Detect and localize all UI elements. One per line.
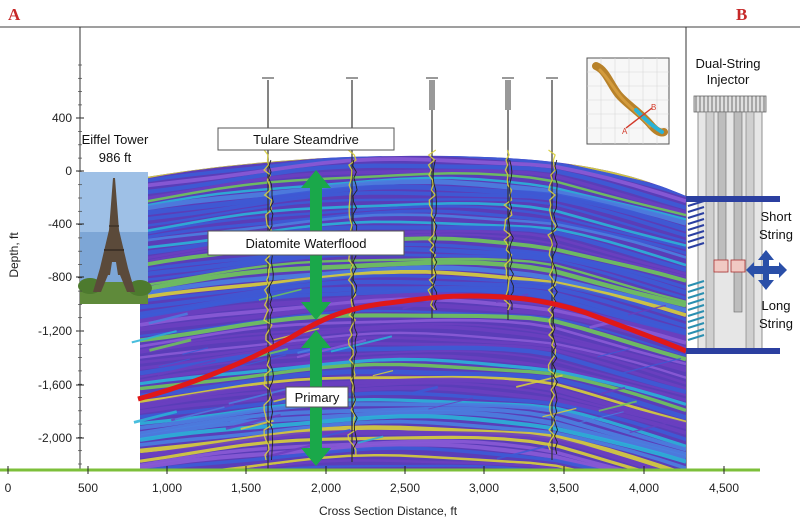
inset-a-mark: A <box>622 127 628 136</box>
x-tick-label: 2,000 <box>311 481 341 495</box>
inset-b-mark: B <box>651 103 656 112</box>
red-horizon-line <box>137 293 687 402</box>
y-tick-label: 0 <box>65 164 72 178</box>
injector-title-line2: Injector <box>707 72 750 87</box>
primary-label: Primary <box>295 390 340 405</box>
injector-lower-bar <box>686 348 780 354</box>
well-log <box>426 77 438 318</box>
tulare-label-box: Tulare Steamdrive <box>217 127 395 151</box>
y-tick-label: -1,600 <box>38 378 72 392</box>
tulare-label: Tulare Steamdrive <box>253 132 359 147</box>
geologic-layers <box>140 155 686 470</box>
long-string-line2: String <box>759 316 793 331</box>
y-axis-label: Depth, ft <box>7 232 21 278</box>
y-tick-label: -800 <box>48 270 72 284</box>
eiffel-tower-image: Eiffel Tower 986 ft <box>78 132 152 304</box>
y-axis-ticks: 400 0 -400 -800 -1,200 -1,600 -2,000 <box>38 64 84 465</box>
injector-casing-stripes <box>695 96 765 112</box>
eiffel-height: 986 ft <box>99 150 132 165</box>
x-axis-ticks: 0 500 1,000 1,500 2,000 2,500 3,000 3,500 4,000 4… <box>5 466 739 495</box>
long-string-line1: Long <box>762 298 791 313</box>
short-string-line2: String <box>759 227 793 242</box>
corner-label-b: B <box>736 5 747 24</box>
dual-string-injector: Dual-String Injector Short String Long S… <box>686 56 793 354</box>
x-tick-label: 2,500 <box>390 481 420 495</box>
injector-upper-bar <box>686 196 780 202</box>
x-tick-label: 3,000 <box>469 481 499 495</box>
double-arrow-icon <box>746 250 787 290</box>
diatomite-label-box: Diatomite Waterflood <box>207 230 405 256</box>
map-inset-icon: A B <box>586 57 670 145</box>
injector-title-line1: Dual-String <box>695 56 760 71</box>
y-tick-label: -1,200 <box>38 324 72 338</box>
diatomite-label: Diatomite Waterflood <box>246 236 367 251</box>
x-tick-label: 4,500 <box>709 481 739 495</box>
x-tick-label: 1,000 <box>152 481 182 495</box>
x-tick-label: 500 <box>78 481 98 495</box>
x-axis-label: Cross Section Distance, ft <box>319 504 458 518</box>
primary-label-box: Primary <box>285 386 349 408</box>
corner-label-a: A <box>8 5 21 24</box>
x-tick-label: 0 <box>5 481 12 495</box>
x-tick-label: 1,500 <box>231 481 261 495</box>
well-log <box>502 77 514 320</box>
injector-perforations <box>687 200 705 341</box>
y-tick-label: -400 <box>48 217 72 231</box>
eiffel-title: Eiffel Tower <box>82 132 149 147</box>
x-tick-label: 3,500 <box>549 481 579 495</box>
well-log <box>546 77 558 460</box>
y-tick-label: 400 <box>52 111 72 125</box>
x-tick-label: 4,000 <box>629 481 659 495</box>
y-tick-label: -2,000 <box>38 431 72 445</box>
short-string-line1: Short <box>760 209 791 224</box>
